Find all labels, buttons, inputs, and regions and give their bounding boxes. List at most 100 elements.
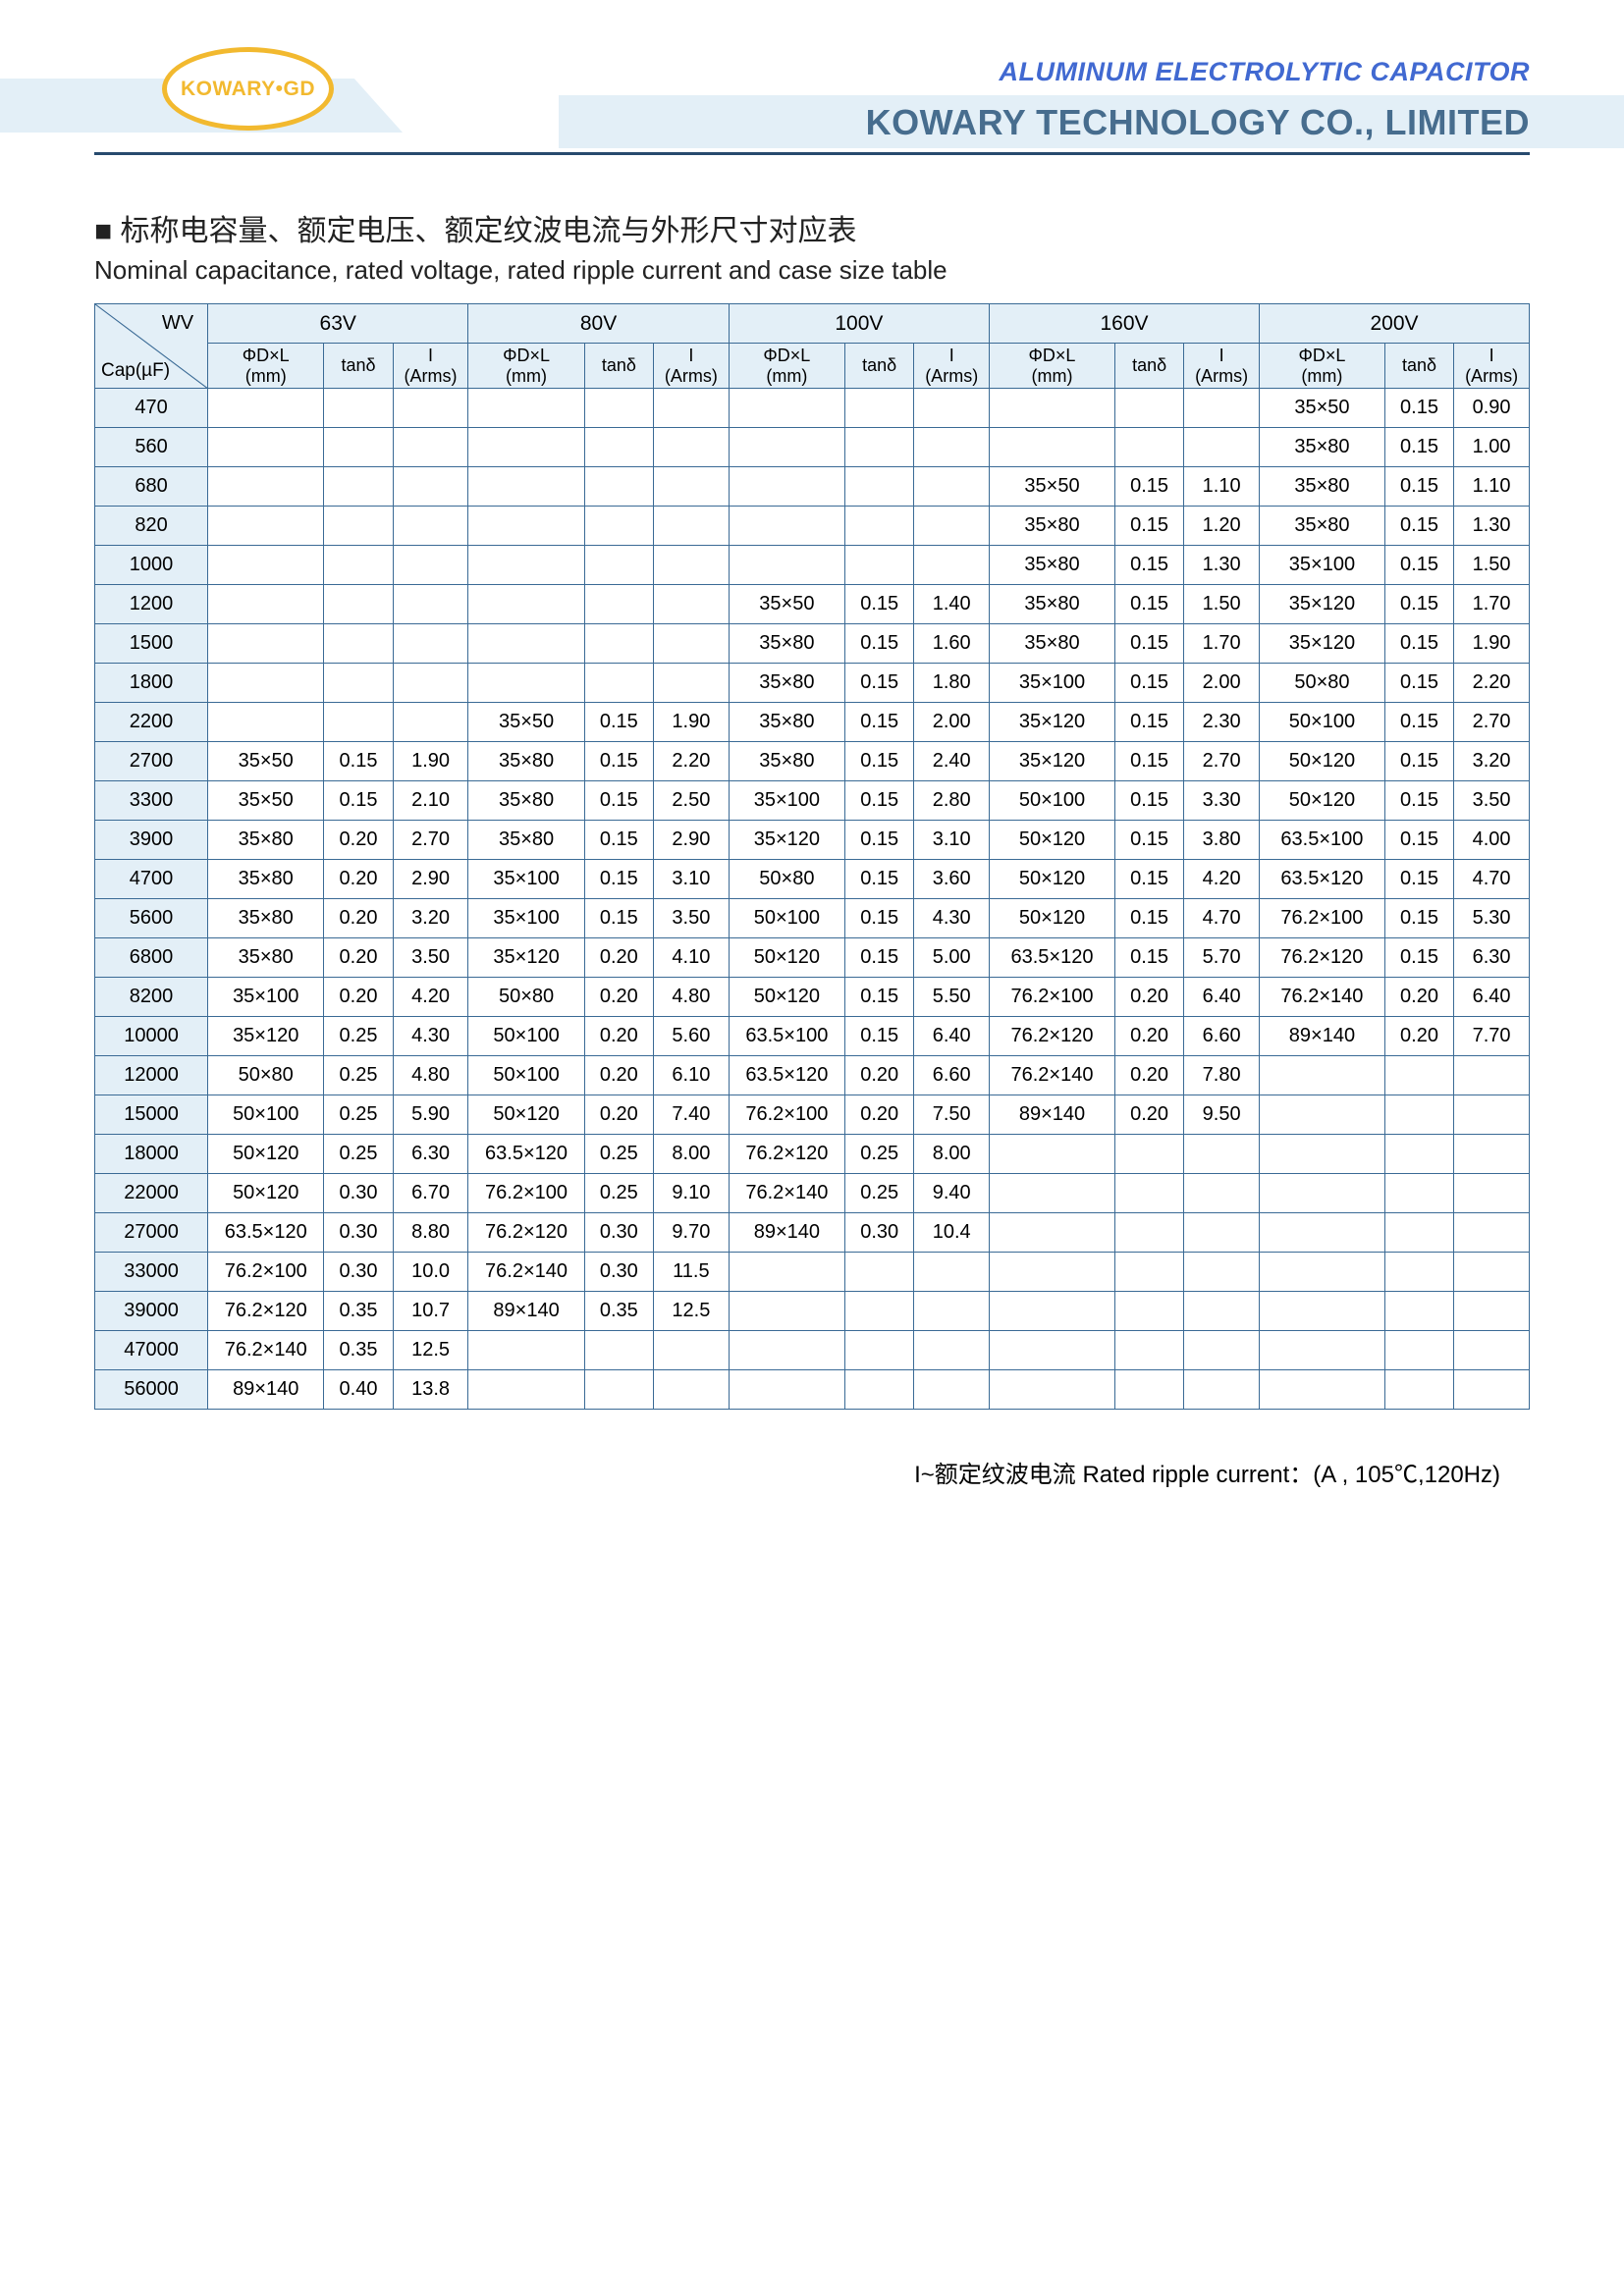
data-cell (729, 428, 844, 467)
data-cell: 0.15 (324, 781, 393, 821)
data-cell (584, 585, 653, 624)
data-cell: 50×120 (468, 1095, 584, 1135)
data-cell: 1.90 (654, 703, 730, 742)
data-cell: 35×120 (990, 742, 1115, 781)
data-cell: 5.50 (914, 978, 990, 1017)
data-cell: 76.2×120 (729, 1135, 844, 1174)
data-cell: 0.15 (1384, 585, 1453, 624)
data-cell: 0.15 (1114, 546, 1183, 585)
data-cell: 0.35 (584, 1292, 653, 1331)
data-cell (1184, 1213, 1260, 1253)
data-cell (654, 1331, 730, 1370)
data-cell (1114, 389, 1183, 428)
data-cell (468, 389, 584, 428)
voltage-header: 200V (1259, 304, 1529, 344)
data-cell (1384, 1174, 1453, 1213)
data-cell: 76.2×100 (468, 1174, 584, 1213)
data-cell: 1.10 (1454, 467, 1530, 507)
cap-value: 820 (95, 507, 208, 546)
data-cell (1259, 1095, 1384, 1135)
data-cell (654, 585, 730, 624)
data-cell (654, 507, 730, 546)
data-cell: 10.4 (914, 1213, 990, 1253)
data-cell (990, 389, 1115, 428)
data-cell: 5.90 (393, 1095, 468, 1135)
data-cell: 35×120 (468, 938, 584, 978)
data-cell: 35×120 (1259, 624, 1384, 664)
data-cell: 1.70 (1454, 585, 1530, 624)
table-head: WV Cap(µF) 63V 80V 100V 160V 200V ΦD×L(m… (95, 304, 1530, 389)
data-cell (468, 507, 584, 546)
data-cell (584, 624, 653, 664)
data-cell (393, 585, 468, 624)
data-cell: 2.50 (654, 781, 730, 821)
data-cell (914, 546, 990, 585)
table-row: 56035×800.151.00 (95, 428, 1530, 467)
data-cell: 35×100 (468, 899, 584, 938)
data-cell (729, 1292, 844, 1331)
data-cell (584, 467, 653, 507)
data-cell (584, 1331, 653, 1370)
data-cell: 76.2×100 (729, 1095, 844, 1135)
data-cell (393, 664, 468, 703)
data-cell: 0.15 (1384, 703, 1453, 742)
data-cell: 0.15 (1114, 585, 1183, 624)
data-cell: 0.30 (845, 1213, 914, 1253)
data-cell: 63.5×120 (468, 1135, 584, 1174)
data-cell (845, 507, 914, 546)
data-cell (208, 624, 324, 664)
data-cell (1114, 1370, 1183, 1410)
data-cell: 1.30 (1454, 507, 1530, 546)
data-cell (1184, 1292, 1260, 1331)
data-cell: 35×80 (729, 624, 844, 664)
data-cell: 63.5×100 (729, 1017, 844, 1056)
table-row: 820035×1000.204.2050×800.204.8050×1200.1… (95, 978, 1530, 1017)
data-cell: 7.50 (914, 1095, 990, 1135)
data-cell: 0.15 (1114, 507, 1183, 546)
data-cell: 35×80 (208, 938, 324, 978)
data-cell: 2.70 (1184, 742, 1260, 781)
data-cell: 1.70 (1184, 624, 1260, 664)
data-cell: 76.2×140 (729, 1174, 844, 1213)
data-cell: 0.30 (324, 1213, 393, 1253)
data-cell: 0.30 (584, 1213, 653, 1253)
data-cell: 1.10 (1184, 467, 1260, 507)
table-row: 150035×800.151.6035×800.151.7035×1200.15… (95, 624, 1530, 664)
data-cell: 2.40 (914, 742, 990, 781)
sub-header: I(Arms) (1184, 344, 1260, 389)
data-cell (990, 1292, 1115, 1331)
data-cell (1259, 1253, 1384, 1292)
data-cell: 76.2×120 (468, 1213, 584, 1253)
data-cell: 35×80 (729, 742, 844, 781)
data-cell (990, 1174, 1115, 1213)
data-cell: 50×120 (1259, 742, 1384, 781)
cap-value: 1500 (95, 624, 208, 664)
data-cell: 0.40 (324, 1370, 393, 1410)
corner-wv: WV (162, 312, 193, 335)
data-cell: 9.50 (1184, 1095, 1260, 1135)
data-cell: 0.15 (584, 781, 653, 821)
data-cell: 35×120 (729, 821, 844, 860)
data-cell (1114, 428, 1183, 467)
sub-header: tanδ (845, 344, 914, 389)
data-cell (990, 1213, 1115, 1253)
data-cell: 50×80 (729, 860, 844, 899)
data-cell: 7.70 (1454, 1017, 1530, 1056)
data-cell (654, 1370, 730, 1410)
data-cell: 5.00 (914, 938, 990, 978)
data-cell: 0.15 (1114, 899, 1183, 938)
data-cell: 2.70 (1454, 703, 1530, 742)
data-cell (845, 428, 914, 467)
data-cell: 35×80 (208, 899, 324, 938)
data-cell: 63.5×120 (990, 938, 1115, 978)
cap-value: 2200 (95, 703, 208, 742)
data-cell: 50×80 (208, 1056, 324, 1095)
data-cell: 76.2×140 (468, 1253, 584, 1292)
data-cell (324, 389, 393, 428)
data-cell: 0.15 (1384, 781, 1453, 821)
data-cell: 35×50 (990, 467, 1115, 507)
data-cell (584, 428, 653, 467)
data-cell: 4.20 (1184, 860, 1260, 899)
data-cell: 0.20 (1384, 1017, 1453, 1056)
data-cell: 10.7 (393, 1292, 468, 1331)
